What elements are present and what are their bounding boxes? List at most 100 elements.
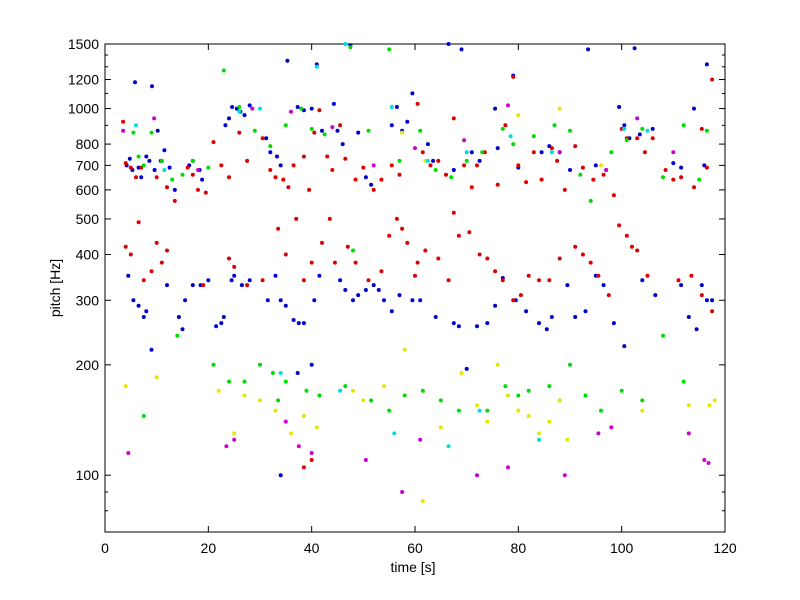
data-point bbox=[477, 252, 482, 257]
data-point bbox=[619, 388, 624, 393]
data-point bbox=[162, 168, 167, 172]
data-point bbox=[237, 130, 242, 135]
data-point bbox=[640, 126, 645, 131]
data-point bbox=[686, 315, 691, 319]
data-point bbox=[351, 298, 355, 303]
data-point bbox=[503, 123, 508, 128]
data-point bbox=[221, 68, 226, 73]
data-point bbox=[196, 187, 200, 192]
data-point bbox=[596, 431, 601, 436]
data-point bbox=[276, 398, 281, 403]
data-point bbox=[516, 163, 521, 168]
data-point bbox=[309, 362, 314, 367]
x-tick-label: 100 bbox=[610, 540, 634, 556]
data-point bbox=[531, 134, 536, 139]
data-point bbox=[283, 123, 288, 128]
data-point bbox=[640, 398, 645, 403]
data-point bbox=[697, 177, 702, 182]
data-point bbox=[402, 393, 407, 398]
data-point bbox=[320, 240, 324, 245]
data-point bbox=[232, 264, 237, 269]
data-point bbox=[526, 273, 531, 278]
data-point bbox=[227, 379, 231, 384]
data-point bbox=[702, 163, 707, 168]
data-point bbox=[227, 175, 231, 180]
data-point bbox=[692, 106, 696, 111]
data-point bbox=[123, 384, 128, 389]
data-point bbox=[237, 109, 242, 114]
data-point bbox=[446, 42, 451, 46]
x-tick-label: 40 bbox=[304, 540, 320, 556]
data-point bbox=[283, 303, 288, 308]
data-point bbox=[134, 175, 138, 180]
data-point bbox=[196, 168, 200, 172]
data-point bbox=[624, 138, 629, 143]
data-point bbox=[632, 46, 637, 51]
data-point bbox=[221, 315, 226, 319]
data-point bbox=[645, 273, 650, 278]
data-point bbox=[147, 158, 152, 163]
data-point bbox=[568, 128, 572, 133]
data-point bbox=[353, 177, 358, 182]
data-point bbox=[283, 419, 288, 424]
data-point bbox=[423, 248, 428, 253]
data-point bbox=[405, 240, 410, 245]
data-point bbox=[706, 461, 711, 465]
data-point bbox=[273, 273, 278, 278]
data-point bbox=[477, 158, 482, 163]
data-point bbox=[270, 371, 275, 375]
data-point bbox=[493, 303, 498, 308]
y-tick-label: 600 bbox=[76, 182, 100, 198]
data-point bbox=[707, 403, 712, 408]
data-point bbox=[309, 451, 314, 455]
data-point bbox=[159, 158, 164, 163]
data-point bbox=[456, 233, 461, 238]
data-point bbox=[264, 136, 269, 141]
y-tick-label: 500 bbox=[76, 211, 100, 227]
data-point bbox=[506, 393, 510, 398]
data-point bbox=[699, 283, 704, 288]
data-point bbox=[369, 398, 374, 403]
data-point bbox=[128, 252, 133, 257]
data-point bbox=[402, 347, 407, 352]
data-point bbox=[413, 273, 417, 278]
data-point bbox=[180, 172, 185, 177]
data-point bbox=[167, 165, 172, 170]
data-point bbox=[340, 142, 345, 147]
data-point bbox=[518, 293, 523, 298]
data-point bbox=[462, 163, 467, 168]
data-point bbox=[128, 165, 133, 170]
data-point bbox=[477, 408, 482, 413]
data-point bbox=[203, 190, 208, 195]
data-point bbox=[418, 298, 423, 303]
data-point bbox=[126, 273, 131, 278]
data-point bbox=[172, 198, 177, 203]
data-point bbox=[686, 431, 691, 436]
data-point bbox=[131, 130, 136, 135]
data-point bbox=[712, 398, 717, 403]
data-point bbox=[475, 163, 479, 168]
data-point bbox=[436, 158, 441, 163]
data-point bbox=[361, 165, 366, 170]
y-tick-label: 1200 bbox=[68, 72, 99, 88]
data-point bbox=[537, 321, 541, 326]
data-point bbox=[348, 45, 353, 50]
data-point bbox=[258, 362, 262, 367]
data-point bbox=[219, 163, 224, 168]
data-point bbox=[214, 324, 219, 329]
data-point bbox=[511, 74, 516, 79]
data-point bbox=[317, 108, 322, 113]
data-point bbox=[661, 333, 665, 338]
data-point bbox=[149, 347, 154, 352]
data-point bbox=[273, 175, 278, 180]
data-point bbox=[637, 132, 642, 137]
data-point bbox=[159, 260, 164, 265]
data-point bbox=[495, 146, 500, 151]
data-point bbox=[459, 47, 464, 52]
data-point bbox=[185, 165, 190, 170]
data-point bbox=[301, 278, 306, 283]
data-point bbox=[394, 216, 399, 221]
data-point bbox=[547, 419, 552, 424]
data-point bbox=[227, 116, 231, 121]
